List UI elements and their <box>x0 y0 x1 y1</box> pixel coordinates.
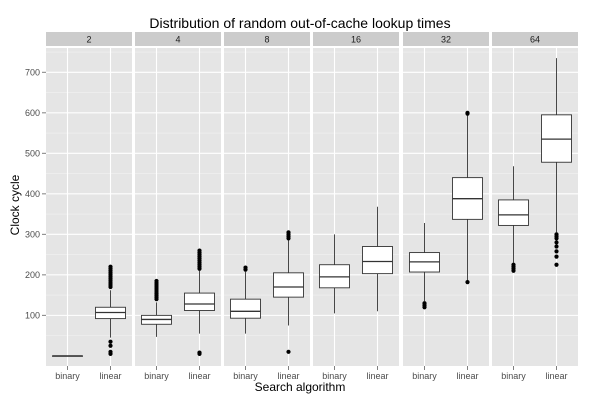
box-linear <box>273 230 304 354</box>
box-binary <box>409 223 440 310</box>
panel-background <box>313 48 399 366</box>
facet-panel-16: 16 binary linear <box>313 32 399 381</box>
y-tick-label: 500 <box>25 148 40 158</box>
outlier-point <box>554 236 559 241</box>
x-tick-label: linear <box>456 371 478 381</box>
box-binary <box>141 278 172 337</box>
facet-strip <box>46 32 132 46</box>
outlier-point <box>197 248 202 253</box>
facet-strip <box>403 32 489 46</box>
facet-panel-64: 64 binary linear <box>492 32 578 381</box>
outlier-point <box>465 110 470 115</box>
x-tick-label: linear <box>188 371 210 381</box>
y-tick-label: 700 <box>25 67 40 77</box>
box-linear <box>362 206 393 312</box>
x-tick-label: binary <box>55 371 80 381</box>
box-linear <box>541 58 572 267</box>
outlier-point <box>554 244 559 249</box>
facet-strip-label: 64 <box>530 35 540 45</box>
facet-strip <box>135 32 221 46</box>
facet-panel-8: 8 binary linear <box>224 32 310 381</box>
outlier-point <box>286 349 291 354</box>
facet-panel-32: 32 binary linear <box>403 32 489 381</box>
box-binary <box>319 234 350 314</box>
y-tick-labels: 100 200 300 400 500 600 700 <box>25 67 46 320</box>
x-tick-label: linear <box>366 371 388 381</box>
y-tick-label: 300 <box>25 229 40 239</box>
box-binary <box>230 265 261 334</box>
facet-strip <box>313 32 399 46</box>
outlier-point <box>108 264 113 269</box>
outlier-point <box>108 343 113 348</box>
box-iqr <box>273 272 304 298</box>
box-binary <box>52 355 83 357</box>
facet-panel-4: 4 binary linear <box>135 32 221 381</box>
outlier-point <box>108 351 113 356</box>
box-iqr <box>184 292 215 311</box>
box-linear <box>452 110 483 285</box>
x-tick-label: binary <box>501 371 526 381</box>
panel-background <box>135 48 221 366</box>
box-linear <box>184 248 215 356</box>
y-axis-title: Clock cycle <box>8 174 22 235</box>
outlier-point <box>243 265 248 270</box>
facet-panel-2: 2 binary linear <box>46 32 132 381</box>
x-tick-label: binary <box>144 371 169 381</box>
x-tick-label: linear <box>277 371 299 381</box>
x-tick-label: binary <box>233 371 258 381</box>
y-tick-label: 600 <box>25 108 40 118</box>
x-tick-label: linear <box>545 371 567 381</box>
facet-strip-label: 8 <box>264 35 269 45</box>
outlier-point <box>511 268 516 273</box>
facet-strip-label: 4 <box>175 35 180 45</box>
outlier-point <box>422 305 427 310</box>
facet-strip-label: 32 <box>441 35 451 45</box>
y-tick-label: 200 <box>25 270 40 280</box>
facet-strip <box>224 32 310 46</box>
box-iqr <box>498 199 529 226</box>
outlier-point <box>286 230 291 235</box>
box-iqr <box>362 246 393 275</box>
outlier-point <box>465 280 470 285</box>
y-tick-label: 100 <box>25 310 40 320</box>
box-iqr <box>230 298 261 319</box>
x-axis-title: Search algorithm <box>255 380 346 394</box>
outlier-point <box>554 254 559 259</box>
x-tick-label: binary <box>322 371 347 381</box>
outlier-point <box>554 249 559 254</box>
box-binary <box>498 166 529 273</box>
outlier-point <box>554 240 559 245</box>
x-tick-label: binary <box>412 371 437 381</box>
x-tick-label: linear <box>99 371 121 381</box>
outlier-point <box>554 262 559 267</box>
facet-strip-label: 16 <box>351 35 361 45</box>
box-linear <box>95 264 126 356</box>
outlier-point <box>154 278 159 284</box>
y-tick-label: 400 <box>25 189 40 199</box>
facet-strip-label: 2 <box>86 35 91 45</box>
outlier-point <box>197 351 202 356</box>
outlier-point <box>108 339 113 344</box>
chart-title: Distribution of random out-of-cache look… <box>149 15 450 31</box>
facet-strip <box>492 32 578 46</box>
